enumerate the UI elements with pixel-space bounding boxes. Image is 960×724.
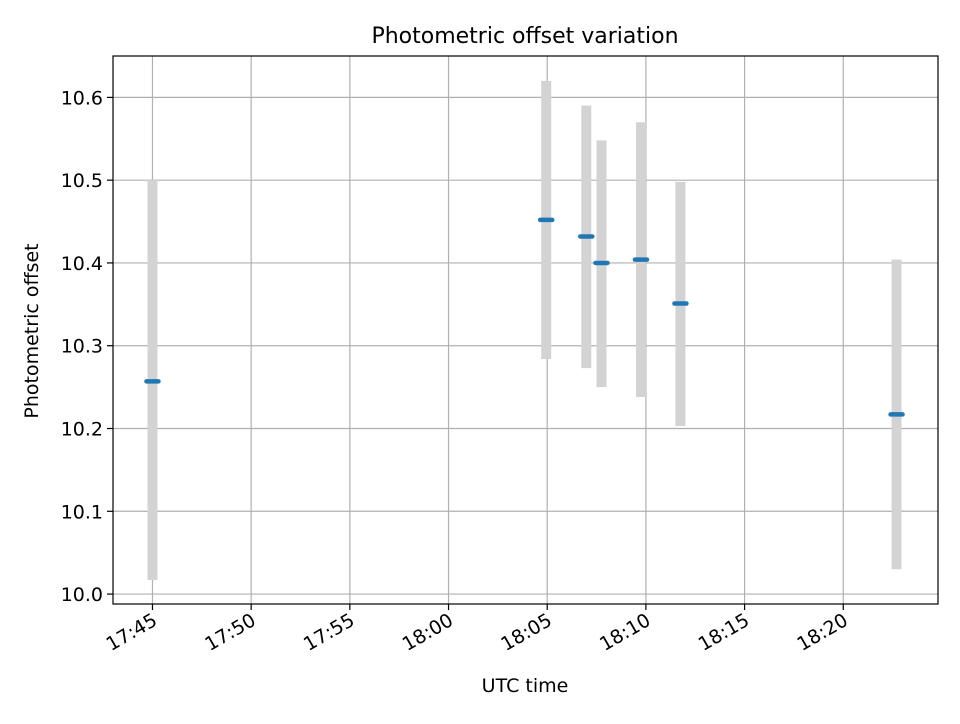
x-tick-label: 18:05 <box>497 609 555 655</box>
y-axis-label: Photometric offset <box>21 243 43 418</box>
y-tick-label: 10.3 <box>61 336 103 358</box>
y-tick-label: 10.5 <box>61 170 103 192</box>
x-axis-ticks: 17:45 17:50 17:55 18:00 18:05 18:10 18:15 18:20 <box>103 604 852 656</box>
y-tick-label: 10.0 <box>61 584 103 606</box>
errorbars <box>147 80 902 580</box>
y-axis-ticks: 10.0 10.1 10.2 10.3 10.4 10.5 10.6 <box>61 87 113 606</box>
y-tick-label: 10.6 <box>61 87 103 109</box>
chart-title: Photometric offset variation <box>371 24 678 49</box>
x-tick-label: 18:15 <box>695 609 753 655</box>
x-tick-label: 18:10 <box>596 609 654 655</box>
x-tick-label: 18:00 <box>399 609 457 655</box>
x-axis-label: UTC time <box>482 675 569 697</box>
x-tick-label: 18:20 <box>793 609 851 655</box>
plot-frame <box>112 55 939 605</box>
grid <box>113 56 938 604</box>
x-tick-label: 17:55 <box>300 609 358 655</box>
y-tick-label: 10.4 <box>61 253 103 275</box>
y-tick-label: 10.2 <box>61 419 103 441</box>
x-tick-label: 17:45 <box>103 609 161 655</box>
x-tick-label: 17:50 <box>201 609 259 655</box>
y-tick-label: 10.1 <box>61 501 103 523</box>
data-points <box>144 217 905 417</box>
